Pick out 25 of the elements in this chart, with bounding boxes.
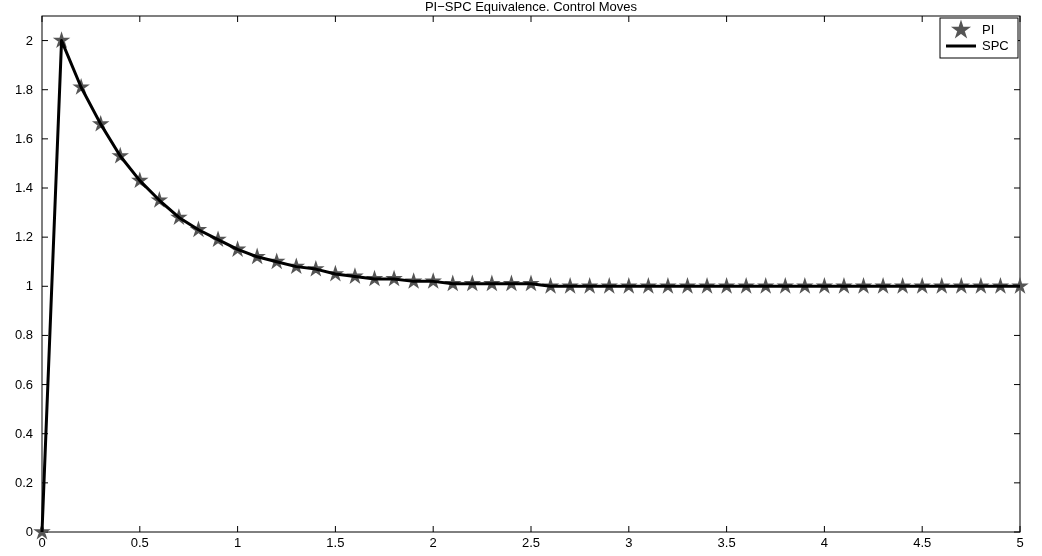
x-tick-label: 3.5 — [717, 535, 736, 550]
x-tick-label: 4.5 — [913, 535, 932, 550]
y-tick-label: 2 — [25, 32, 33, 48]
y-tick-label: 0.8 — [14, 327, 33, 343]
x-tick-label: 0 — [38, 535, 46, 550]
legend-label: PI — [982, 22, 995, 37]
x-tick-label: 2 — [429, 535, 437, 550]
chart-title: PI−SPC Equivalence. Control Moves — [424, 0, 638, 14]
y-tick-label: 1.6 — [14, 130, 33, 146]
x-tick-label: 2.5 — [521, 535, 541, 550]
legend-label: SPC — [982, 38, 1009, 53]
x-tick-label: 5 — [1016, 535, 1024, 550]
x-tick-label: 1 — [233, 535, 242, 550]
y-tick-label: 0.4 — [14, 425, 33, 441]
x-tick-label: 1.5 — [326, 535, 345, 550]
y-tick-label: 1.2 — [14, 229, 33, 245]
x-tick-label: 4 — [820, 535, 829, 550]
y-tick-label: 0 — [25, 524, 33, 539]
y-tick-label: 0.6 — [14, 376, 33, 392]
y-tick-label: 1.8 — [14, 81, 33, 97]
x-tick-label: 3 — [625, 535, 633, 550]
y-tick-label: 1 — [25, 278, 33, 294]
y-tick-label: 1.4 — [14, 180, 33, 195]
x-tick-label: 0.5 — [130, 535, 149, 550]
y-tick-label: 0.2 — [14, 474, 33, 490]
